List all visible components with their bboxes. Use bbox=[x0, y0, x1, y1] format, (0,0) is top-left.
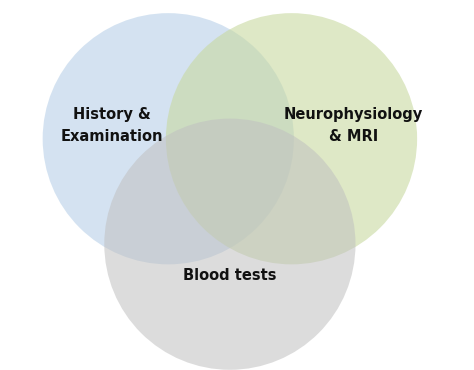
Text: Neurophysiology
& MRI: Neurophysiology & MRI bbox=[283, 107, 423, 144]
Ellipse shape bbox=[43, 13, 294, 264]
Text: History &
Examination: History & Examination bbox=[60, 107, 163, 144]
Ellipse shape bbox=[166, 13, 417, 264]
Ellipse shape bbox=[104, 119, 356, 370]
Text: Blood tests: Blood tests bbox=[183, 268, 277, 283]
